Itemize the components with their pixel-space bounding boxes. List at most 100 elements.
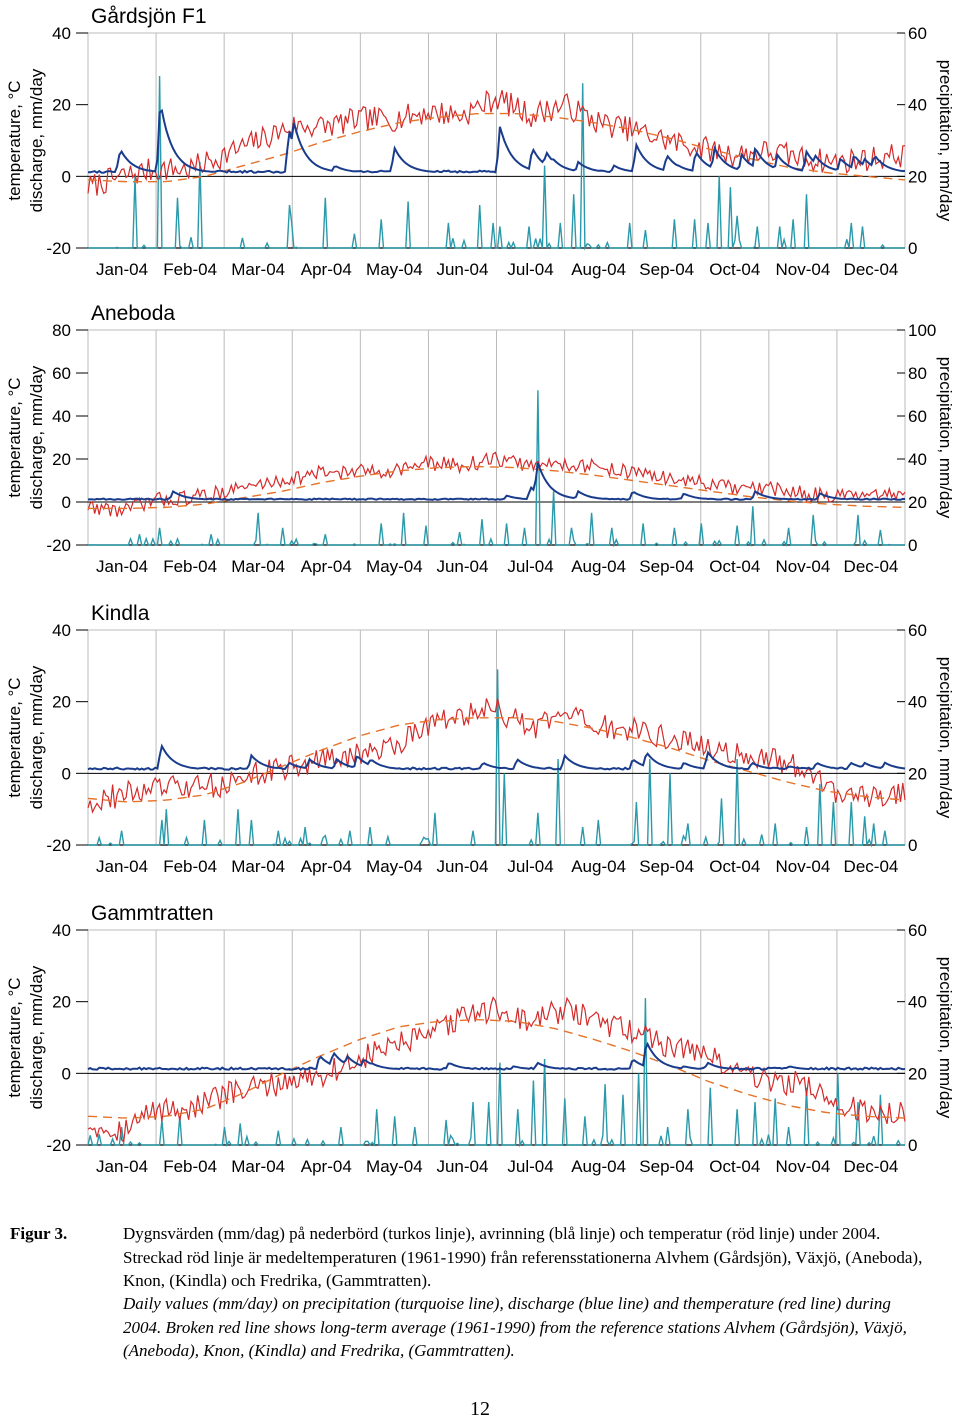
right-tick-label: 0 (908, 1136, 917, 1155)
month-label: Apr-04 (301, 857, 352, 876)
precipitation-line (88, 669, 905, 848)
month-label: Jul-04 (507, 1157, 553, 1176)
y-axis-label-temperature: temperature, °C (5, 977, 24, 1097)
left-tick-label: 0 (62, 493, 71, 512)
right-tick-label: 40 (908, 993, 927, 1012)
y-axis-label-precipitation: precipitation, mm/day (936, 957, 955, 1119)
left-tick-label: 40 (52, 921, 71, 940)
right-tick-label: 40 (908, 96, 927, 115)
month-label: Nov-04 (775, 557, 830, 576)
discharge-line (88, 108, 906, 174)
month-label: Jun-04 (436, 857, 488, 876)
right-tick-label: 20 (908, 1064, 927, 1083)
month-label: May-04 (366, 260, 423, 279)
month-label: Jun-04 (436, 557, 488, 576)
y-axis-label-precipitation: precipitation, mm/day (936, 657, 955, 819)
month-label: Jan-04 (96, 557, 148, 576)
discharge-line (87, 743, 906, 771)
month-label: Oct-04 (709, 557, 760, 576)
month-label: Feb-04 (163, 557, 217, 576)
right-tick-label: 20 (908, 764, 927, 783)
temperature-line (87, 996, 906, 1143)
left-tick-label: 20 (52, 993, 71, 1012)
month-label: Feb-04 (163, 857, 217, 876)
left-tick-label: 20 (52, 693, 71, 712)
month-label: Mar-04 (231, 1157, 285, 1176)
panel-3: Gammtratten -20 0 20 40 0 20 40 60 temperature, °… (5, 902, 955, 1176)
left-tick-label: 0 (62, 764, 71, 783)
right-tick-label: 20 (908, 167, 927, 186)
temperature-line (87, 89, 906, 196)
panel-title: Kindla (91, 602, 150, 625)
month-label: Feb-04 (163, 1157, 217, 1176)
month-label: Jan-04 (96, 1157, 148, 1176)
month-label: Apr-04 (301, 1157, 352, 1176)
caption-english: Daily values (mm/day) on precipitation (… (123, 1294, 907, 1360)
y-axis-label-temperature: temperature, °C (5, 80, 24, 200)
panel-title: Gammtratten (91, 902, 214, 925)
panel-2: Kindla -20 0 20 40 0 20 40 60 temperature, °C disc… (5, 602, 955, 876)
precipitation-line (87, 998, 905, 1148)
month-label: Feb-04 (163, 260, 217, 279)
left-tick-label: -20 (46, 1136, 71, 1155)
right-tick-label: 80 (908, 364, 927, 383)
longterm-average-line (87, 1018, 906, 1119)
month-label: Dec-04 (844, 557, 899, 576)
temperature-line (87, 451, 906, 517)
month-label: Aug-04 (571, 260, 626, 279)
discharge-line (87, 462, 906, 501)
month-label: Sep-04 (639, 1157, 694, 1176)
left-tick-label: 0 (62, 1064, 71, 1083)
right-tick-label: 0 (908, 836, 917, 855)
month-label: Sep-04 (639, 557, 694, 576)
left-tick-label: 40 (52, 621, 71, 640)
month-label: Jun-04 (436, 260, 488, 279)
figure-label: Figur 3. (10, 1224, 68, 1243)
month-label: Oct-04 (709, 260, 760, 279)
month-label: Mar-04 (231, 260, 285, 279)
temperature-line (87, 698, 906, 814)
left-tick-label: -20 (46, 836, 71, 855)
month-label: Oct-04 (709, 857, 760, 876)
month-label: Apr-04 (301, 557, 352, 576)
y-axis-label-discharge: discharge, mm/day (27, 965, 46, 1109)
y-axis-label-discharge: discharge, mm/day (27, 665, 46, 809)
left-tick-label: 0 (62, 167, 71, 186)
right-tick-label: 40 (908, 693, 927, 712)
panel-1: Aneboda -20 0 20 40 60 80 0 20 40 60 80 100 temperatu… (5, 302, 955, 576)
month-label: Jul-04 (507, 260, 553, 279)
month-label: Jan-04 (96, 857, 148, 876)
y-axis-label-precipitation: precipitation, mm/day (936, 357, 955, 519)
y-axis-label-temperature: temperature, °C (5, 377, 24, 497)
precipitation-line (88, 75, 905, 251)
caption-swedish: Dygnsvärden (mm/dag) på nederbörd (turko… (123, 1224, 923, 1290)
left-tick-label: 20 (52, 450, 71, 469)
figure-panels: Gårdsjön F1 -20 0 20 40 0 20 40 60 temperature, °… (5, 5, 955, 1176)
month-label: Aug-04 (571, 857, 626, 876)
y-axis-label-temperature: temperature, °C (5, 677, 24, 797)
month-label: Jul-04 (507, 857, 553, 876)
y-axis-label-precipitation: precipitation, mm/day (936, 60, 955, 222)
month-label: Dec-04 (844, 260, 899, 279)
left-tick-label: 20 (52, 96, 71, 115)
longterm-average-line (87, 717, 906, 803)
left-tick-label: 40 (52, 407, 71, 426)
month-label: Apr-04 (301, 260, 352, 279)
right-tick-label: 60 (908, 621, 927, 640)
y-axis-label-discharge: discharge, mm/day (27, 68, 46, 212)
month-label: May-04 (366, 557, 423, 576)
month-label: Nov-04 (775, 1157, 830, 1176)
left-tick-label: 80 (52, 321, 71, 340)
month-label: Oct-04 (709, 1157, 760, 1176)
y-axis-label-discharge: discharge, mm/day (27, 365, 46, 509)
right-tick-label: 60 (908, 407, 927, 426)
month-label: Aug-04 (571, 557, 626, 576)
left-tick-label: 40 (52, 24, 71, 43)
month-label: Jul-04 (507, 557, 553, 576)
month-label: May-04 (366, 857, 423, 876)
month-label: May-04 (366, 1157, 423, 1176)
panel-title: Aneboda (91, 302, 175, 325)
right-tick-label: 100 (908, 321, 936, 340)
month-label: Sep-04 (639, 260, 694, 279)
panel-0: Gårdsjön F1 -20 0 20 40 0 20 40 60 temperature, °… (5, 5, 955, 279)
